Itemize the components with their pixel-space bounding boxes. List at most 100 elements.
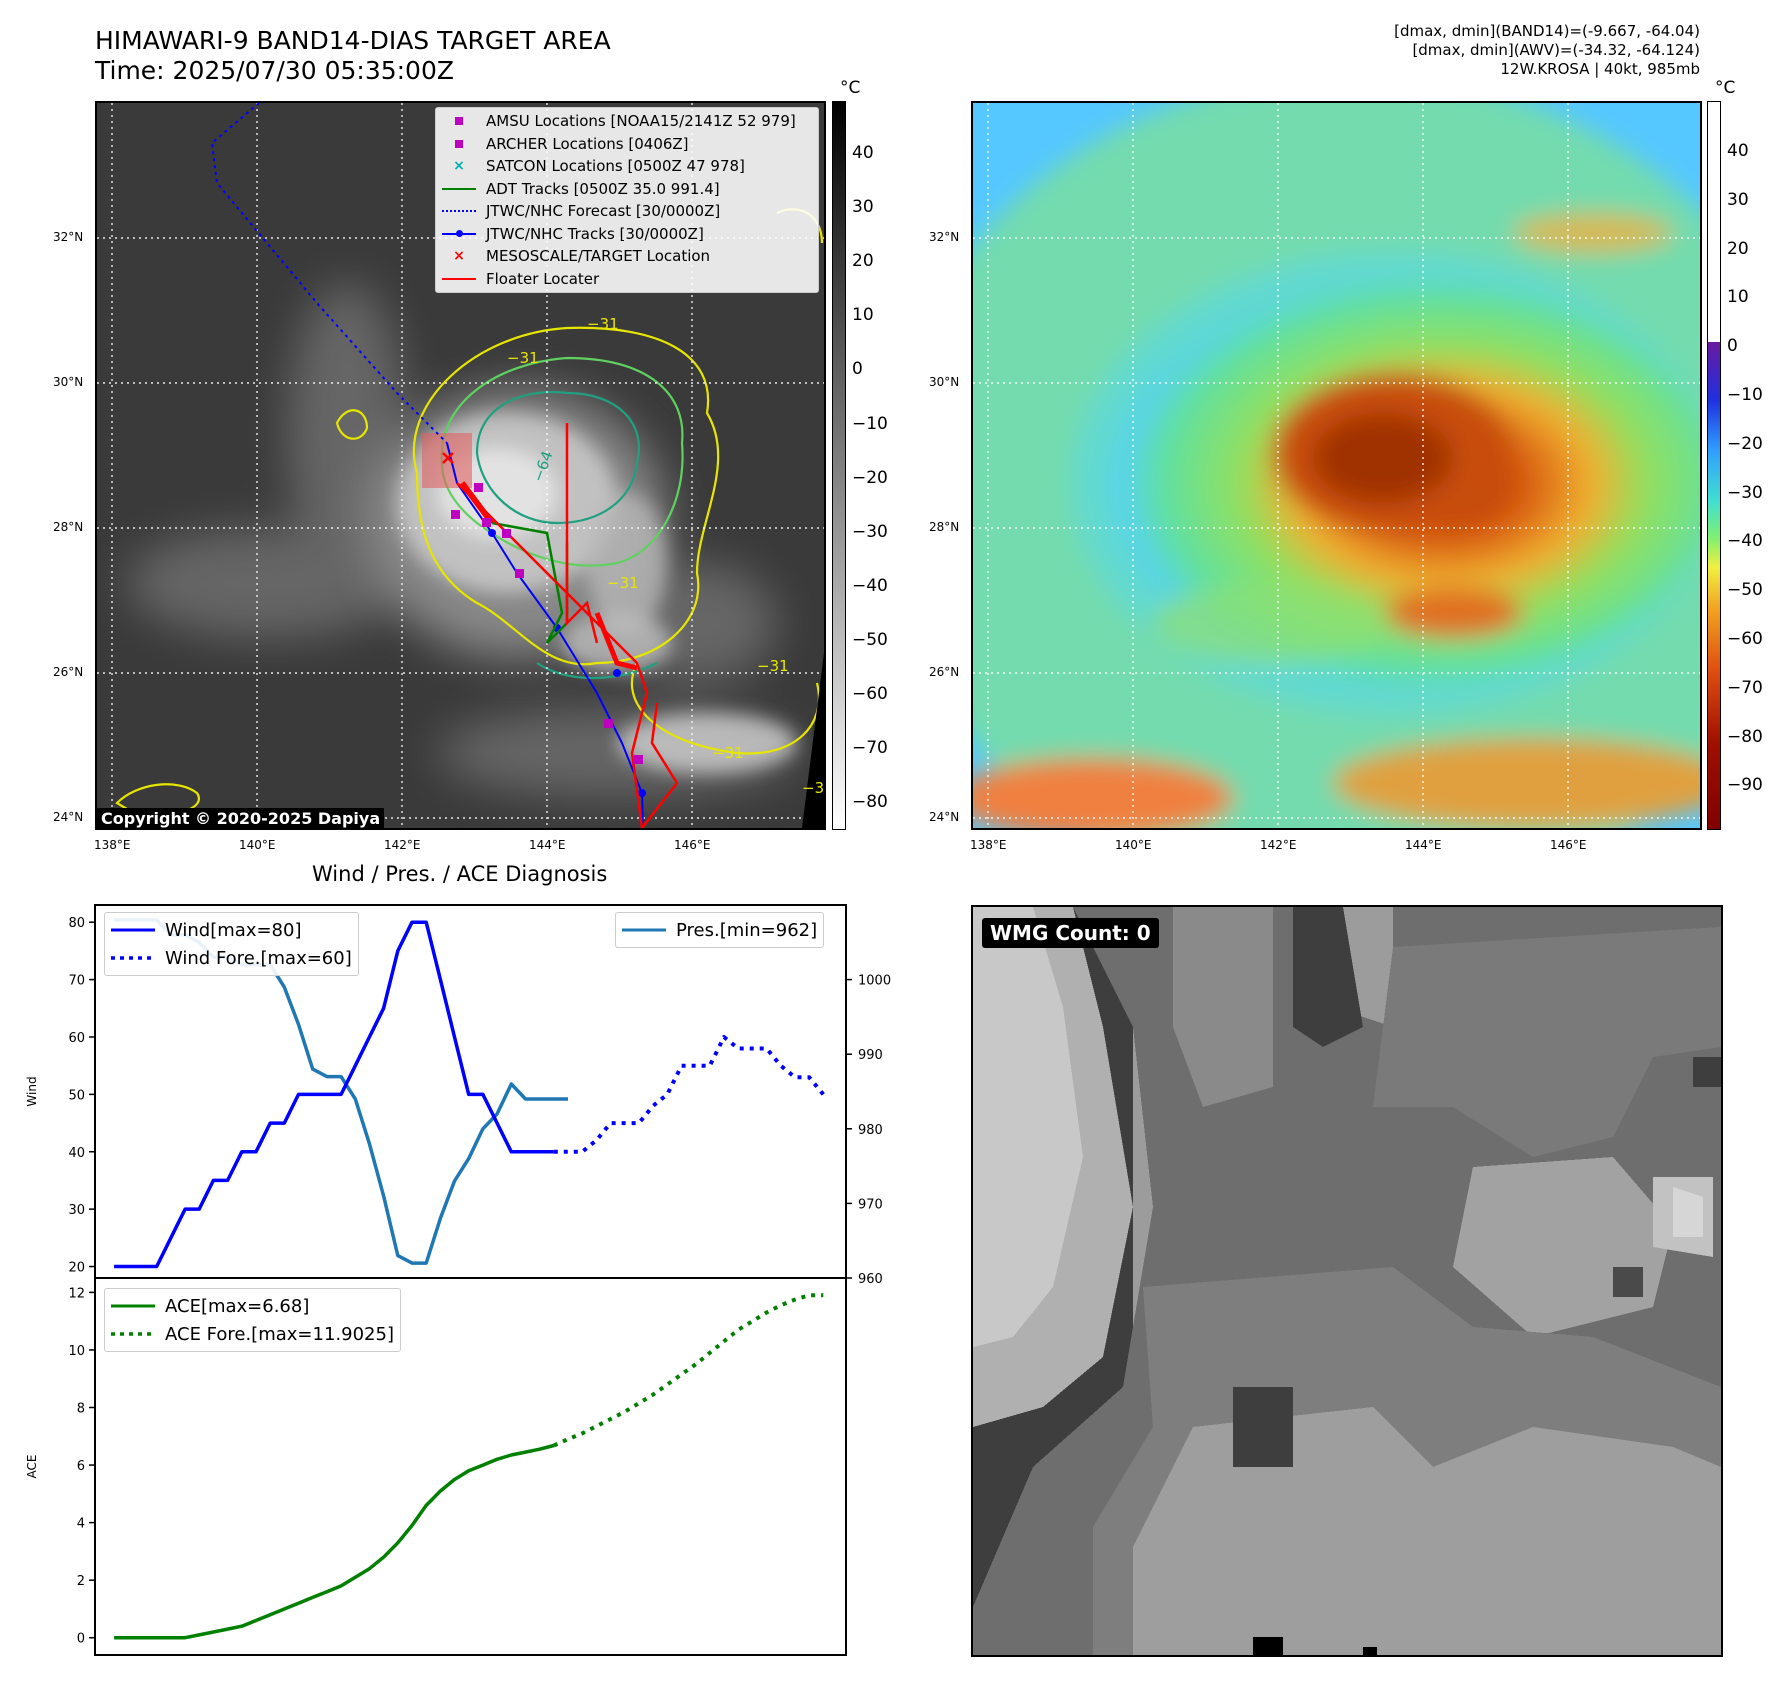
y-tick-label: 6	[77, 1459, 85, 1474]
colorbar-tick-label: −50	[1727, 580, 1763, 601]
y-tick-label: 70	[68, 974, 85, 989]
legend-item: Floater Locater	[436, 268, 818, 291]
dot-line-icon	[442, 227, 476, 241]
lon-tick-label: 138°E	[94, 838, 131, 852]
dotted-line-icon	[111, 1332, 155, 1336]
lat-tick-label: 26°N	[929, 665, 960, 679]
legend-item: Wind[max=80]	[111, 916, 352, 944]
wmg-image	[973, 907, 1721, 1655]
y-tick-label: 12	[68, 1286, 85, 1301]
legend-label: JTWC/NHC Tracks [30/0000Z]	[486, 224, 704, 243]
y-tick-label: 10	[68, 1344, 85, 1359]
ace-forecast-line	[552, 1293, 824, 1448]
colorbar-tick-label: 0	[852, 359, 863, 380]
legend-item: JTWC/NHC Tracks [30/0000Z]	[436, 223, 818, 246]
line-icon	[622, 928, 666, 932]
legend-label: JTWC/NHC Forecast [30/0000Z]	[486, 202, 721, 221]
square-marker-icon	[442, 137, 476, 151]
legend-label: Pres.[min=962]	[676, 919, 818, 941]
legend-label: Wind[max=80]	[165, 919, 302, 941]
legend-label: ADT Tracks [0500Z 35.0 991.4]	[486, 179, 720, 198]
wmg-panel	[971, 905, 1723, 1657]
y-axis-label: ACE	[25, 1455, 39, 1479]
colorbar-tick-label: −40	[1727, 531, 1763, 552]
info-line-2: [dmax, dmin](AWV)=(-34.32, -64.124)	[1412, 41, 1700, 59]
legend-item: JTWC/NHC Forecast [30/0000Z]	[436, 200, 818, 223]
info-line-1: [dmax, dmin](BAND14)=(-9.667, -64.04)	[1394, 22, 1700, 40]
line-icon	[442, 272, 476, 286]
colorbar-ir	[832, 101, 846, 830]
lat-tick-label: 24°N	[929, 810, 960, 824]
awv-map-image	[973, 103, 1700, 828]
contour-label: −31	[507, 349, 539, 367]
y-tick-label: 0	[77, 1632, 85, 1647]
legend-label: ARCHER Locations [0406Z]	[486, 134, 689, 153]
ace-axes	[94, 1277, 847, 1656]
wind-line	[114, 920, 554, 1269]
awv-satellite-map	[971, 101, 1702, 830]
diag-title: Wind / Pres. / ACE Diagnosis	[312, 862, 608, 886]
colorbar-tick-label: 10	[852, 305, 874, 326]
y-tick-label: 4	[77, 1517, 85, 1532]
colorbar-tick-label: 40	[1727, 141, 1749, 161]
x-marker-icon: ×	[453, 248, 465, 265]
colorbar-tick-label: 20	[852, 251, 874, 272]
legend-label: SATCON Locations [0500Z 47 978]	[486, 157, 745, 176]
lon-tick-label: 138°E	[970, 838, 1007, 852]
wind-forecast-line	[553, 1035, 825, 1154]
contour-label: −31	[607, 574, 639, 592]
legend-label: Wind Fore.[max=60]	[165, 947, 352, 969]
legend-label: ACE[max=6.68]	[165, 1295, 310, 1317]
y-tick-label: 50	[68, 1088, 85, 1103]
y-tick-label: 20	[68, 1261, 85, 1276]
copyright-badge: Copyright © 2020-2025 Dapiya	[97, 808, 385, 829]
line-icon	[111, 928, 155, 932]
lat-tick-label: 30°N	[53, 375, 84, 389]
pressure-legend: Pres.[min=962]	[615, 912, 825, 948]
lat-tick-label: 24°N	[53, 810, 84, 824]
legend-item: AMSU Locations [NOAA15/2141Z 52 979]	[436, 110, 818, 133]
y-tick-label: 30	[68, 1203, 85, 1218]
y2-tick-label: 980	[858, 1123, 883, 1138]
legend-item: × MESOSCALE/TARGET Location	[436, 245, 818, 268]
dotted-line-icon	[442, 204, 476, 218]
line-icon	[442, 182, 476, 196]
line-icon	[111, 1304, 155, 1308]
legend-item: × SATCON Locations [0500Z 47 978]	[436, 155, 818, 178]
y-tick-label: 80	[68, 916, 85, 931]
colorbar-tick-label: −60	[852, 684, 888, 704]
lat-tick-label: 32°N	[53, 230, 84, 244]
contour-label: −31	[802, 779, 824, 797]
lat-tick-label: 30°N	[929, 375, 960, 389]
info-line-3: 12W.KROSA | 40kt, 985mb	[1500, 60, 1700, 78]
lon-tick-label: 142°E	[384, 838, 421, 852]
colorbar-unit: °C	[840, 78, 861, 98]
title-line-2: Time: 2025/07/30 05:35:00Z	[95, 56, 454, 85]
wmg-count-badge: WMG Count: 0	[982, 918, 1159, 948]
legend-label: AMSU Locations [NOAA15/2141Z 52 979]	[486, 112, 796, 131]
colorbar-tick-label: −20	[852, 467, 888, 488]
lat-tick-label: 28°N	[53, 520, 84, 534]
lon-tick-label: 144°E	[1405, 838, 1442, 852]
colorbar-unit: °C	[1715, 78, 1736, 98]
colorbar-tick-label: −40	[852, 575, 888, 596]
legend-item: ADT Tracks [0500Z 35.0 991.4]	[436, 178, 818, 201]
square-marker-icon	[442, 114, 476, 128]
y2-tick-label: 990	[858, 1048, 883, 1063]
legend-item: Pres.[min=962]	[622, 916, 817, 944]
y2-tick-label: 1000	[858, 974, 891, 989]
colorbar-tick-label: −10	[1727, 385, 1763, 405]
legend-item: Wind Fore.[max=60]	[111, 944, 352, 972]
wind-legend: Wind[max=80] Wind Fore.[max=60]	[104, 912, 359, 976]
colorbar-tick-label: 40	[852, 143, 874, 163]
legend-label: MESOSCALE/TARGET Location	[486, 247, 711, 266]
colorbar-tick-label: −30	[852, 521, 888, 542]
lat-tick-label: 28°N	[929, 520, 960, 534]
y-tick-label: 40	[68, 1146, 85, 1161]
title-line-1: HIMAWARI-9 BAND14-DIAS TARGET AREA	[95, 26, 611, 55]
ace-line	[114, 1443, 555, 1640]
colorbar-tick-label: −10	[852, 413, 888, 434]
colorbar-tick-label: −50	[852, 629, 888, 650]
lat-tick-label: 32°N	[929, 230, 960, 244]
colorbar-tick-label: 10	[1727, 287, 1749, 308]
